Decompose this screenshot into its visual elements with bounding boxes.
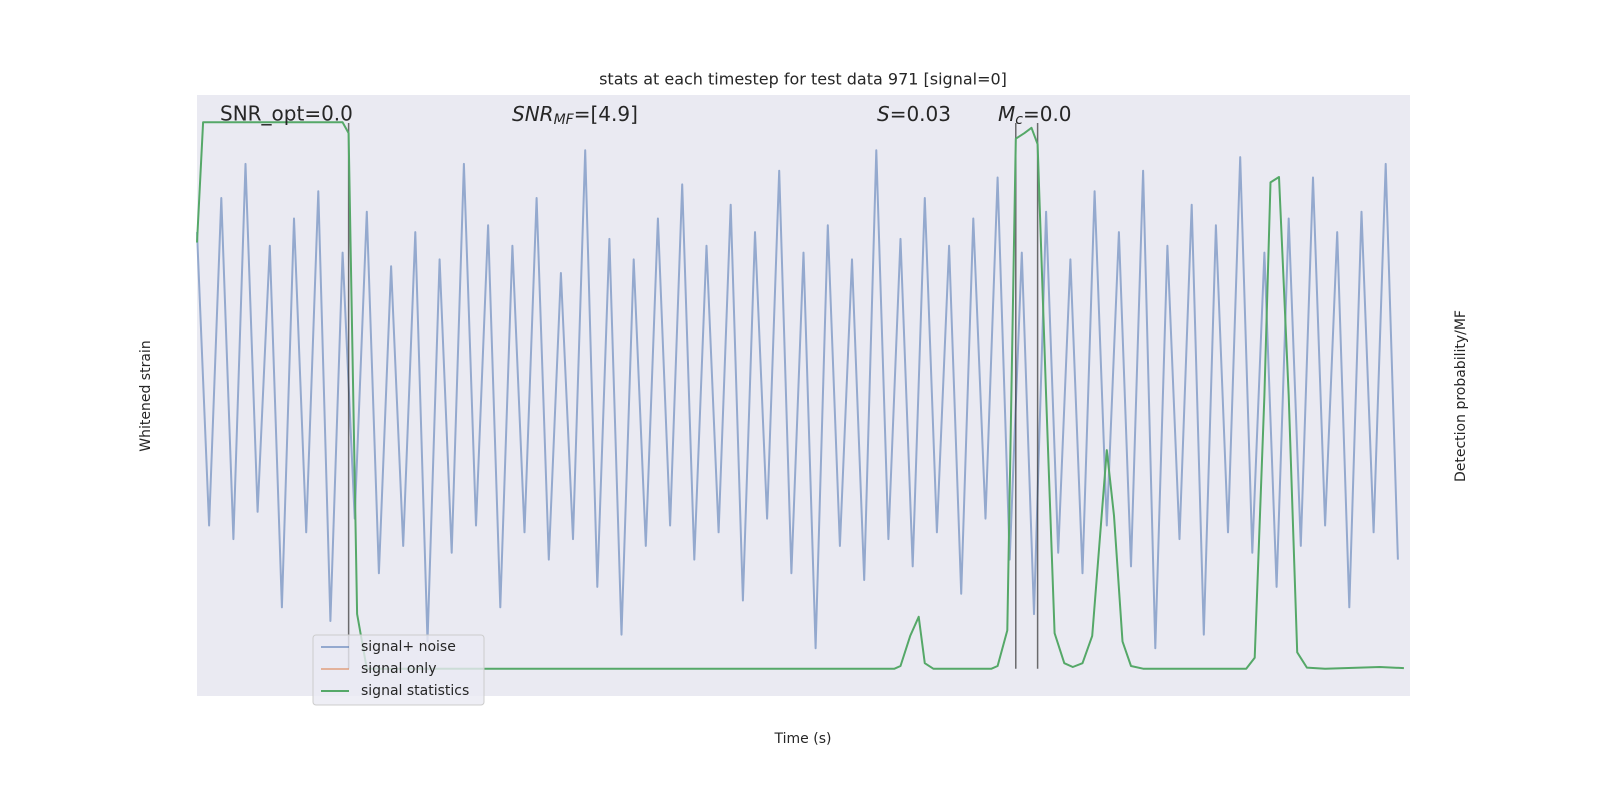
annotation: SNR_opt=0.0 [220, 102, 353, 126]
legend-box [312, 634, 485, 706]
legend: signal+ noise signal only signal statistic… [312, 634, 485, 706]
legend-label: signal+ noise [361, 639, 456, 655]
annotation-rest: =0.03 [890, 102, 951, 126]
plot-area [197, 95, 1410, 696]
annotation: SNRMF=[4.9] [512, 102, 638, 129]
annotation-rest: =[4.9] [574, 102, 638, 126]
y-axis-label: Whitened strain [138, 340, 154, 451]
annotation: Mc=0.0 [998, 102, 1072, 129]
marks [196, 121, 1404, 670]
series-line [196, 149, 1399, 650]
y2-axis-label: Detection probability/MF [1453, 310, 1469, 482]
annotation-text: M [998, 102, 1015, 126]
annotation-text: SNR [512, 102, 554, 126]
annotation-sub: MF [554, 112, 575, 128]
annotation: S=0.03 [877, 102, 951, 126]
x-axis-label: Time (s) [774, 731, 832, 747]
series-line [196, 121, 1404, 670]
annotation-text: S [877, 102, 890, 126]
annotation-sub: c [1015, 112, 1023, 128]
legend-label: signal statistics [361, 683, 469, 699]
annotation-rest: =0.0 [1023, 102, 1072, 126]
chart-title: stats at each timestep for test data 971… [599, 70, 1007, 89]
legend-label: signal only [361, 661, 436, 677]
